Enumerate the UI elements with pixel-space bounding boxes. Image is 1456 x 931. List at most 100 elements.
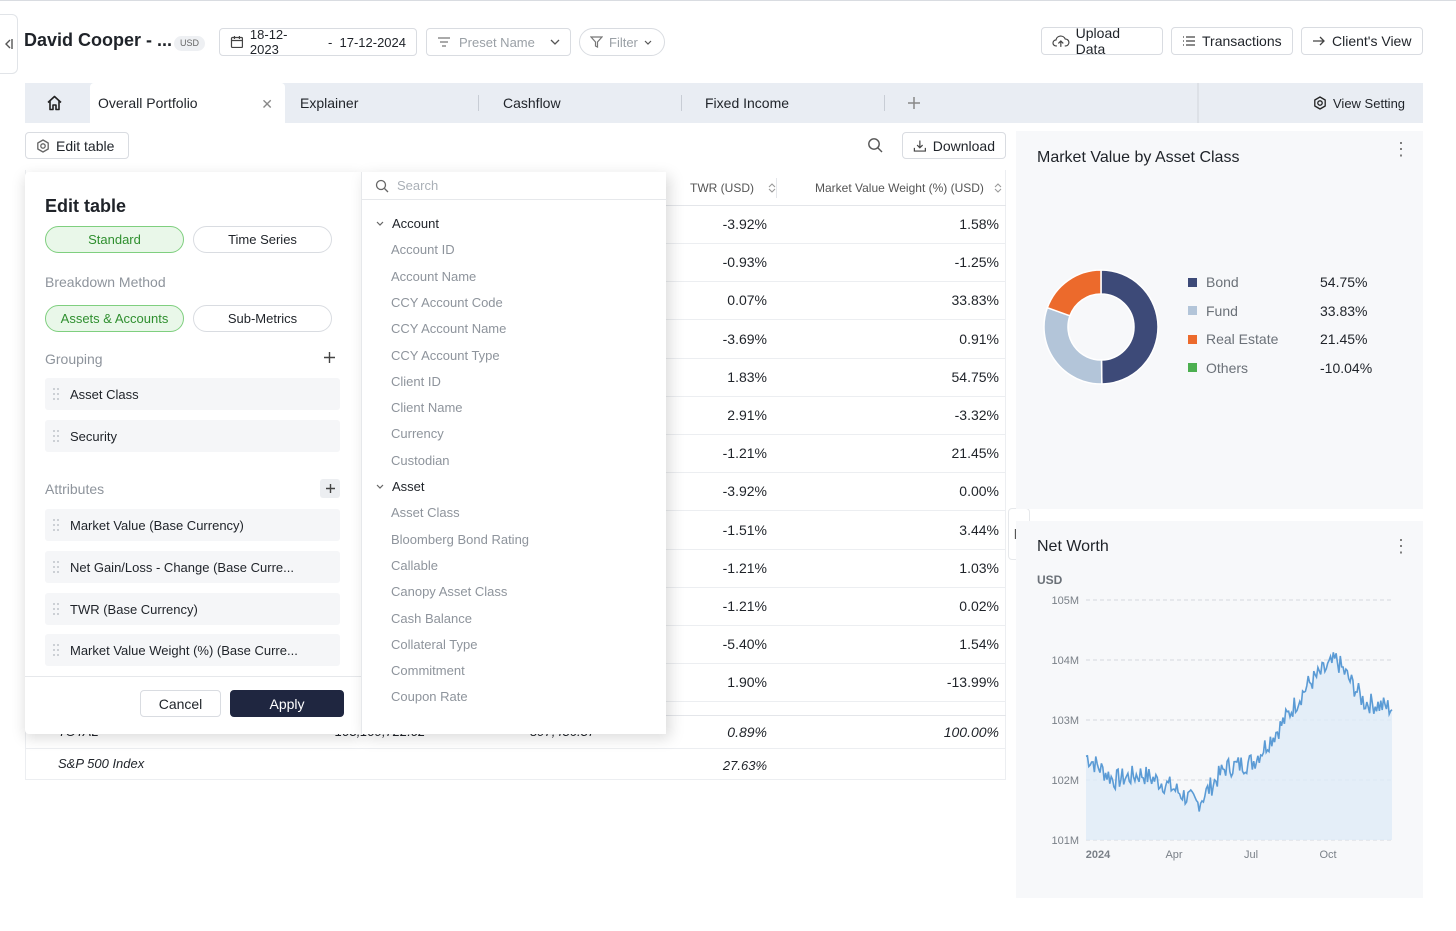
grouping-label: Grouping — [45, 351, 103, 367]
legend-name: Real Estate — [1206, 331, 1279, 347]
field-option[interactable]: Callable — [391, 557, 438, 573]
tab-home[interactable] — [42, 83, 66, 123]
drag-handle-icon[interactable] — [52, 429, 60, 443]
field-option[interactable]: Client Name — [391, 400, 463, 416]
search-icon[interactable] — [867, 137, 884, 157]
field-option[interactable]: Cash Balance — [391, 610, 472, 626]
field-option[interactable]: CCY Account Type — [391, 347, 500, 363]
field-option[interactable]: Commitment — [391, 663, 465, 679]
preset-placeholder: Preset Name — [459, 34, 535, 50]
tab-separator — [681, 95, 682, 111]
client-title: David Cooper - ... — [24, 30, 173, 50]
add-grouping-button[interactable] — [323, 351, 336, 367]
tree-group[interactable]: Asset — [376, 479, 425, 494]
donut-slice-real-estate[interactable] — [1046, 269, 1102, 317]
drag-item[interactable]: Market Value Weight (%) (Base Curre... — [45, 634, 340, 666]
drag-handle-icon[interactable] — [52, 560, 60, 574]
view-setting-button[interactable]: View Setting — [1313, 83, 1405, 123]
field-option[interactable]: Canopy Asset Class — [391, 584, 508, 600]
field-option[interactable]: Currency — [391, 426, 444, 442]
panel-title: Edit table — [45, 196, 127, 216]
legend-name: Others — [1206, 359, 1249, 376]
field-option[interactable]: Bloomberg Bond Rating — [391, 531, 530, 547]
cell-weight: 21.45% — [951, 445, 999, 462]
close-icon[interactable]: ✕ — [261, 96, 273, 112]
drag-handle-icon[interactable] — [52, 602, 60, 616]
net-worth-line[interactable] — [1085, 652, 1393, 812]
y-tick-label: 103M — [1051, 715, 1079, 727]
plus-icon — [325, 484, 335, 493]
tree-group[interactable]: Account — [376, 216, 439, 231]
drag-handle-icon[interactable] — [52, 643, 60, 657]
search-icon — [375, 179, 389, 192]
tab-explainer[interactable]: Explainer — [300, 83, 358, 123]
mode-standard-toggle[interactable]: Standard — [45, 226, 184, 253]
tab-fixed-income[interactable]: Fixed Income — [705, 83, 789, 123]
drag-handle-icon[interactable] — [52, 387, 60, 401]
cell-twr: -3.69% — [722, 330, 767, 347]
breakdown-assets-toggle[interactable]: Assets & Accounts — [45, 305, 184, 332]
x-tick-label: 2024 — [1086, 849, 1111, 861]
drag-item[interactable]: Security — [45, 420, 340, 452]
field-option[interactable]: Account ID — [391, 242, 455, 258]
legend-item: Bond 54.75% — [1188, 274, 1367, 290]
col-header-label: TWR (USD) — [690, 181, 754, 195]
breakdown-submetrics-toggle[interactable]: Sub-Metrics — [193, 305, 332, 332]
card-menu-icon[interactable]: ⋮ — [1392, 139, 1410, 159]
x-tick-label: Apr — [1165, 849, 1182, 861]
upload-data-button[interactable]: Upload Data — [1041, 25, 1163, 57]
drag-item[interactable]: Asset Class — [45, 378, 340, 410]
field-option[interactable]: CCY Account Code — [391, 294, 503, 310]
collapse-sidebar-handle[interactable] — [0, 14, 18, 74]
row-divider — [660, 548, 1006, 550]
row-divider — [660, 281, 1006, 283]
field-option[interactable]: Asset Class — [391, 505, 460, 521]
drag-handle-icon[interactable] — [52, 518, 60, 532]
field-option[interactable]: Custodian — [391, 452, 450, 468]
col-header-twr[interactable]: TWR (USD) — [690, 170, 776, 206]
field-option[interactable]: Account Name — [391, 268, 477, 284]
row-divider — [660, 625, 1006, 626]
field-search[interactable]: Search — [362, 172, 667, 200]
mode-timeseries-toggle[interactable]: Time Series — [193, 226, 332, 253]
edit-table-button[interactable]: Edit table — [25, 132, 129, 159]
upload-label: Upload Data — [1075, 25, 1121, 57]
transactions-button[interactable]: Transactions — [1171, 27, 1293, 55]
drag-item[interactable]: TWR (Base Currency) — [45, 593, 340, 625]
apply-button[interactable]: Apply — [230, 690, 344, 717]
tab-cashflow[interactable]: Cashflow — [503, 83, 561, 123]
cancel-button[interactable]: Cancel — [140, 690, 221, 717]
field-option[interactable]: Collateral Type — [391, 636, 478, 652]
filter-icon — [590, 36, 603, 48]
drag-item[interactable]: Net Gain/Loss - Change (Base Curre... — [45, 551, 340, 583]
filter-button[interactable]: Filter — [579, 28, 665, 56]
total-twr: 0.89% — [727, 724, 767, 740]
field-option[interactable]: CCY Account Name — [391, 321, 507, 337]
donut-slice-bond[interactable] — [1100, 269, 1159, 385]
tab-overall-portfolio[interactable]: Overall Portfolio ✕ — [90, 83, 285, 123]
collapse-icon — [4, 39, 13, 49]
add-tab-button[interactable] — [905, 83, 923, 123]
download-button[interactable]: Download — [902, 132, 1006, 159]
preset-select[interactable]: Preset Name — [426, 28, 571, 56]
table-header-bg — [660, 170, 1006, 206]
add-attribute-button[interactable] — [320, 479, 340, 498]
download-icon — [913, 140, 926, 152]
drag-item-label: Market Value (Base Currency) — [70, 517, 244, 533]
index-twr: 27.63% — [722, 758, 767, 773]
index-divider — [25, 748, 1006, 749]
date-range-picker[interactable]: 18-12-2023 - 17-12-2024 — [219, 27, 417, 57]
drag-item[interactable]: Market Value (Base Currency) — [45, 509, 340, 541]
tree-group-label: Asset — [392, 479, 425, 494]
legend-swatch — [1188, 363, 1197, 372]
donut-slice-fund[interactable] — [1043, 306, 1103, 385]
legend-name: Bond — [1206, 274, 1239, 290]
field-option[interactable]: Client ID — [391, 373, 441, 389]
cell-weight: 3.44% — [959, 521, 999, 538]
client-view-button[interactable]: Client's View — [1301, 27, 1423, 55]
field-option[interactable]: Coupon Rate — [391, 689, 468, 705]
card-menu-icon[interactable]: ⋮ — [1392, 536, 1410, 556]
col-header-weight[interactable]: Market Value Weight (%) (USD) — [815, 170, 1002, 206]
pill-label: Assets & Accounts — [60, 311, 169, 326]
x-tick-label: Oct — [1319, 849, 1336, 861]
